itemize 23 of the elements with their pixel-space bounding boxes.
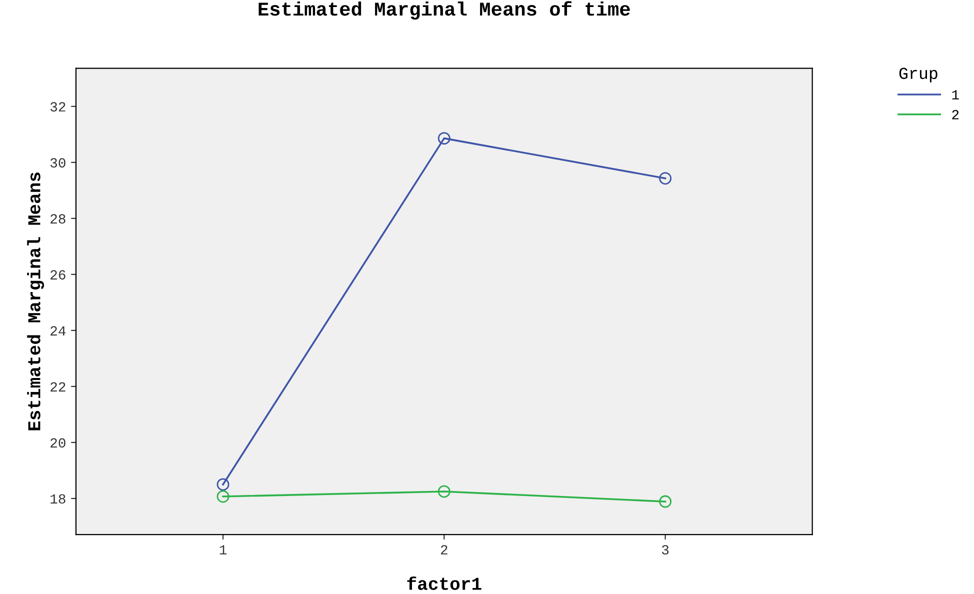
x-axis-title: factor1 — [407, 576, 482, 590]
point — [216, 478, 230, 491]
y-axis-title: Estimated Marginal Means — [27, 172, 44, 430]
point — [216, 490, 230, 503]
y-tick-label: 24 — [50, 326, 66, 336]
point — [438, 485, 450, 498]
x-tick-label: 2 — [440, 545, 448, 554]
y-tick-label: 18 — [50, 494, 66, 504]
point — [659, 172, 672, 185]
chart-title: Estimated Marginal Means of time — [258, 1, 630, 20]
legend-label: 2 — [952, 110, 959, 120]
y-tick-label: 26 — [50, 270, 66, 280]
x-tick-label: 3 — [662, 545, 669, 555]
y-tick-label: 30 — [50, 158, 66, 168]
x-tick-label: 1 — [220, 545, 227, 554]
legend-title: Grup — [899, 68, 938, 82]
legend-label: 1 — [952, 90, 959, 100]
y-tick-label: 22 — [50, 382, 66, 392]
point — [659, 495, 672, 508]
y-tick-label: 28 — [50, 214, 66, 224]
y-tick-label: 32 — [50, 102, 66, 112]
point — [438, 132, 450, 145]
y-tick-label: 20 — [50, 438, 66, 448]
